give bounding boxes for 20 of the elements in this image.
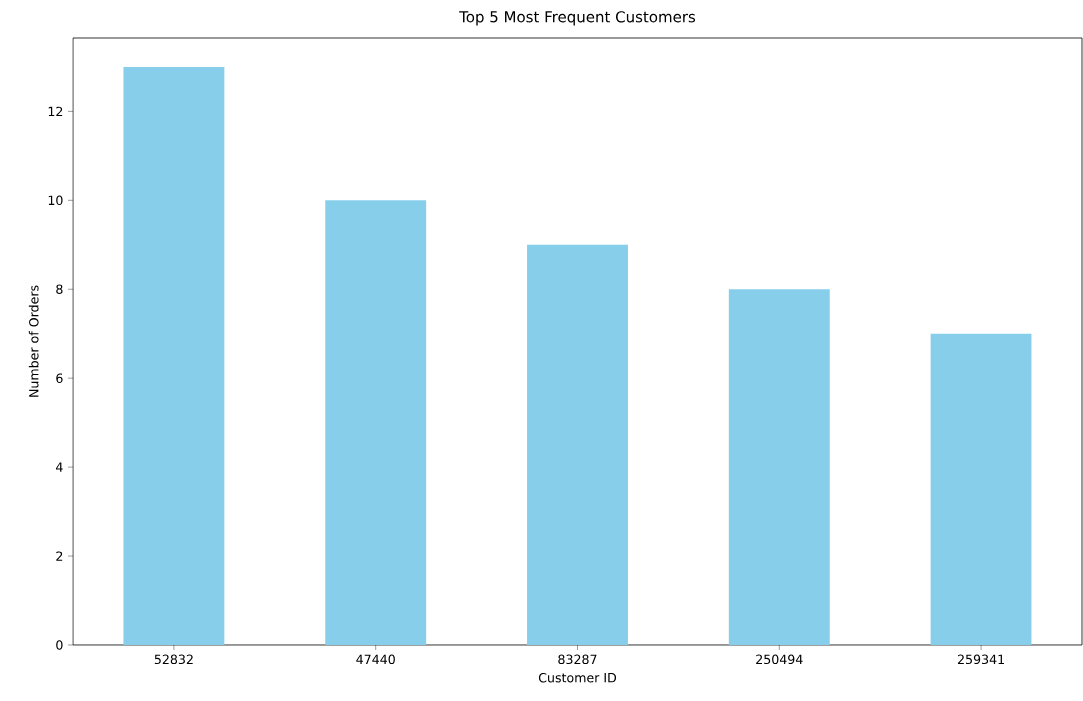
x-axis-title: Customer ID: [538, 672, 617, 683]
chart-title: Top 5 Most Frequent Customers: [459, 11, 696, 26]
x-tick-label: 259341: [957, 654, 1004, 665]
x-tick-label: 52832: [154, 654, 193, 665]
y-tick-label: 8: [56, 284, 63, 295]
x-tick-label: 250494: [756, 654, 803, 665]
y-tick-label: 6: [56, 373, 63, 383]
y-tick-label: 4: [56, 462, 63, 472]
y-tick-label: 10: [48, 195, 63, 206]
bar: [123, 66, 225, 645]
bar: [325, 200, 427, 645]
bar: [930, 333, 1032, 645]
x-tick-label: 83287: [558, 654, 597, 665]
y-tick-label: 12: [48, 106, 63, 117]
y-tick-label: 0: [56, 640, 63, 650]
y-axis-title: Number of Orders: [28, 285, 39, 397]
bar: [728, 289, 830, 645]
y-tick-label: 2: [56, 551, 63, 561]
x-tick-label: 47440: [356, 654, 395, 665]
bar: [527, 244, 628, 645]
